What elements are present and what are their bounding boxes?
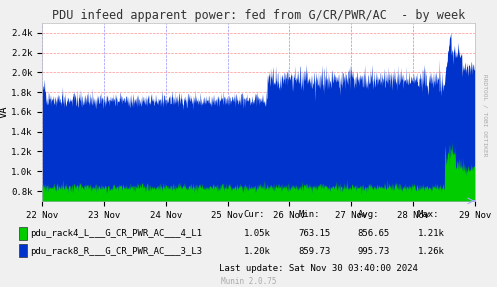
Text: 1.20k: 1.20k [244,247,270,256]
Text: Last update: Sat Nov 30 03:40:00 2024: Last update: Sat Nov 30 03:40:00 2024 [219,264,417,273]
Text: Avg:: Avg: [358,210,379,219]
Y-axis label: VA: VA [0,106,8,118]
Text: pdu_rack8_R___G_CR_PWR_AC___3_L3: pdu_rack8_R___G_CR_PWR_AC___3_L3 [30,247,202,256]
Text: Max:: Max: [417,210,439,219]
Text: 763.15: 763.15 [298,229,331,238]
Title: PDU infeed apparent power: fed from G/CR/PWR/AC  - by week: PDU infeed apparent power: fed from G/CR… [52,9,465,22]
Text: pdu_rack4_L___G_CR_PWR_AC___4_L1: pdu_rack4_L___G_CR_PWR_AC___4_L1 [30,229,202,238]
Text: 856.65: 856.65 [358,229,390,238]
Text: Munin 2.0.75: Munin 2.0.75 [221,277,276,286]
Text: Min:: Min: [298,210,320,219]
Text: 1.21k: 1.21k [417,229,444,238]
Text: 995.73: 995.73 [358,247,390,256]
Text: 1.05k: 1.05k [244,229,270,238]
Text: RRDTOOL / TOBI OETIKER: RRDTOOL / TOBI OETIKER [482,73,487,156]
Text: 859.73: 859.73 [298,247,331,256]
Text: 1.26k: 1.26k [417,247,444,256]
Text: Cur:: Cur: [244,210,265,219]
